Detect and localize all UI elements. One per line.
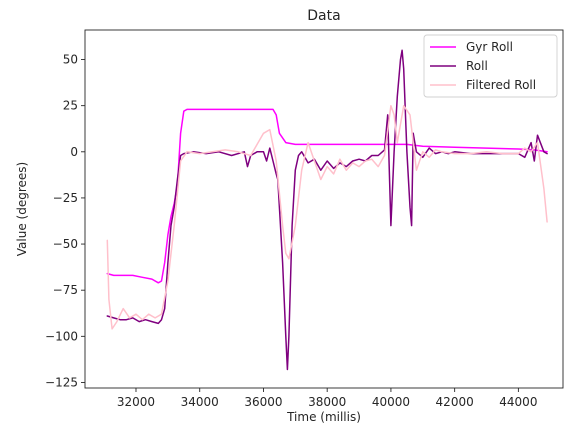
x-tick-label: 42000 [436,395,474,409]
legend-label: Gyr Roll [466,40,513,54]
plot-frame [84,29,564,389]
plot-series [106,49,548,371]
x-tick-label: 44000 [499,395,537,409]
legend-box [423,34,558,98]
x-tick-label: 34000 [181,395,219,409]
y-tick-label: −50 [53,237,78,251]
x-tick-label: 40000 [372,395,410,409]
series-line-gyr-roll [106,108,548,284]
legend: Gyr Roll Roll Filtered Roll [423,34,558,98]
legend-label: Roll [466,59,488,73]
series-line-filtered-roll [106,104,548,330]
y-tick-label: 0 [70,145,78,159]
x-tick-label: 32000 [117,395,155,409]
legend-label: Filtered Roll [466,78,536,92]
x-axis: 32000 34000 36000 38000 40000 42000 44000 [117,388,537,409]
y-axis-title: Value (degrees) [15,162,29,256]
y-tick-label: −25 [53,191,78,205]
y-tick-label: 50 [63,53,78,67]
y-tick-label: 25 [63,99,78,113]
y-axis: 50 25 0 −25 −50 −75 −100 −125 [45,53,85,389]
series-line-roll [106,49,548,371]
y-tick-label: −125 [45,375,78,389]
x-tick-label: 36000 [244,395,282,409]
y-tick-label: −75 [53,283,78,297]
x-axis-title: Time (millis) [286,410,361,424]
chart-title: Data [307,8,340,24]
x-tick-label: 38000 [308,395,346,409]
y-tick-label: −100 [45,329,78,343]
